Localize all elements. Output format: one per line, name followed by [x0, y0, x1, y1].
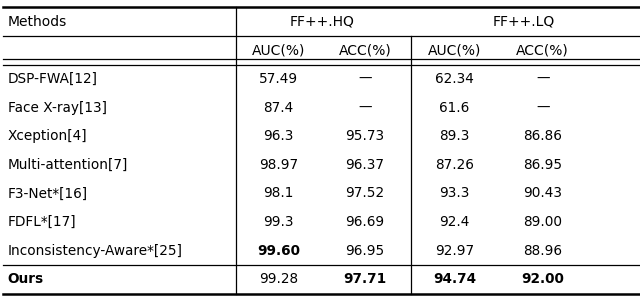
Text: FDFL*[17]: FDFL*[17] [8, 215, 76, 229]
Text: —: — [536, 72, 550, 86]
Text: 97.71: 97.71 [343, 272, 387, 286]
Text: 61.6: 61.6 [439, 101, 470, 115]
Text: 94.74: 94.74 [433, 272, 476, 286]
Text: ACC(%): ACC(%) [339, 43, 391, 57]
Text: 99.28: 99.28 [259, 272, 298, 286]
Text: 99.60: 99.60 [257, 244, 300, 258]
Text: 88.96: 88.96 [524, 244, 562, 258]
Text: 89.3: 89.3 [439, 129, 470, 143]
Text: 96.37: 96.37 [346, 158, 384, 172]
Text: ACC(%): ACC(%) [516, 43, 569, 57]
Text: 96.3: 96.3 [263, 129, 294, 143]
Text: Inconsistency-Aware*[25]: Inconsistency-Aware*[25] [8, 244, 182, 258]
Text: Methods: Methods [8, 15, 67, 29]
Text: 96.95: 96.95 [345, 244, 385, 258]
Text: 95.73: 95.73 [345, 129, 385, 143]
Text: FF++.HQ: FF++.HQ [289, 15, 355, 29]
Text: —: — [536, 101, 550, 115]
Text: 57.49: 57.49 [259, 72, 298, 86]
Text: 92.97: 92.97 [435, 244, 474, 258]
Text: —: — [358, 72, 372, 86]
Text: DSP-FWA[12]: DSP-FWA[12] [8, 72, 98, 86]
Text: Face X-ray[13]: Face X-ray[13] [8, 101, 107, 115]
Text: 86.95: 86.95 [523, 158, 563, 172]
Text: 99.3: 99.3 [263, 215, 294, 229]
Text: Multi-attention[7]: Multi-attention[7] [8, 158, 128, 172]
Text: 87.26: 87.26 [435, 158, 474, 172]
Text: 98.1: 98.1 [263, 187, 294, 200]
Text: Xception[4]: Xception[4] [8, 129, 87, 143]
Text: 96.69: 96.69 [345, 215, 385, 229]
Text: 93.3: 93.3 [439, 187, 470, 200]
Text: 62.34: 62.34 [435, 72, 474, 86]
Text: FF++.LQ: FF++.LQ [492, 15, 555, 29]
Text: AUC(%): AUC(%) [252, 43, 305, 57]
Text: 86.86: 86.86 [524, 129, 562, 143]
Text: Ours: Ours [8, 272, 44, 286]
Text: 90.43: 90.43 [524, 187, 562, 200]
Text: AUC(%): AUC(%) [428, 43, 481, 57]
Text: F3-Net*[16]: F3-Net*[16] [8, 187, 88, 200]
Text: 92.4: 92.4 [439, 215, 470, 229]
Text: 89.00: 89.00 [524, 215, 562, 229]
Text: 92.00: 92.00 [522, 272, 564, 286]
Text: —: — [358, 101, 372, 115]
Text: 97.52: 97.52 [345, 187, 385, 200]
Text: 87.4: 87.4 [263, 101, 294, 115]
Text: 98.97: 98.97 [259, 158, 298, 172]
